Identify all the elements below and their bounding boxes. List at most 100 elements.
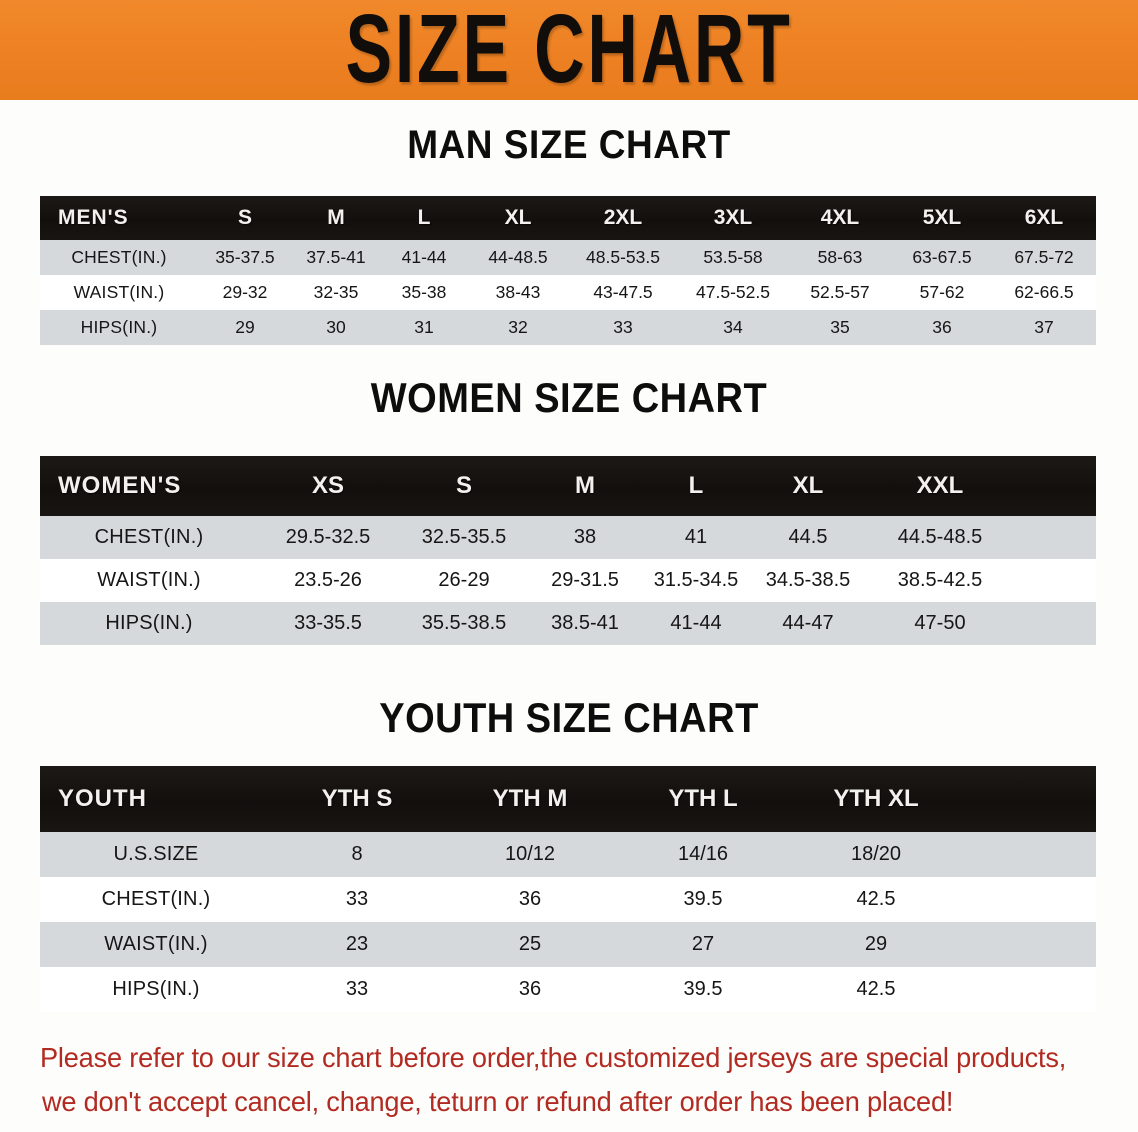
men-table-header-row: MEN'S S M L XL 2XL 3XL 4XL 5XL 6XL <box>40 196 1096 240</box>
youth-cell: 23 <box>345 933 369 955</box>
table-row: WAIST(IN.) 23 25 27 29 <box>40 922 1096 967</box>
men-cell: 53.5-58 <box>703 247 763 267</box>
women-column-header: XS <box>311 472 344 499</box>
youth-corner-label: YOUTH <box>58 785 147 812</box>
women-cell: 41 <box>684 526 708 548</box>
men-corner-label: MEN'S <box>58 206 129 229</box>
disclaimer: Please refer to our size chart before or… <box>40 1036 1068 1124</box>
men-cell: 63-67.5 <box>912 247 972 267</box>
men-row-label: CHEST(IN.) <box>71 247 167 267</box>
men-cell: 35-37.5 <box>215 247 275 267</box>
men-column-header: S <box>237 206 252 229</box>
youth-section-title: YOUTH SIZE CHART <box>379 695 759 743</box>
women-cell-spacer <box>1016 559 1096 602</box>
women-corner-label: WOMEN'S <box>58 472 182 499</box>
men-cell: 29-32 <box>222 282 268 302</box>
youth-cell: 33 <box>345 978 369 1000</box>
youth-cell: 25 <box>518 933 542 955</box>
men-column-header: 3XL <box>713 206 753 229</box>
youth-table-header-row: YOUTH YTH S YTH M YTH L YTH XL <box>40 766 1096 832</box>
table-row: HIPS(IN.) 33 36 39.5 42.5 <box>40 967 1096 1012</box>
women-cell: 44.5 <box>788 526 828 548</box>
men-cell: 36 <box>932 317 952 337</box>
women-cell: 29-31.5 <box>551 569 619 591</box>
men-cell: 44-48.5 <box>488 247 548 267</box>
men-table-body: MEN'S S M L XL 2XL 3XL 4XL 5XL 6XL CHEST(IN.) 35-37… <box>40 196 1096 345</box>
youth-cell: 18/20 <box>850 843 902 865</box>
men-cell: 37 <box>1034 317 1054 337</box>
men-cell: 35 <box>830 317 850 337</box>
youth-cell: 33 <box>345 888 369 910</box>
disclaimer-line-2: we don't accept cancel, change, teturn o… <box>41 1086 954 1117</box>
youth-cell: 39.5 <box>683 888 723 910</box>
table-row: CHEST(IN.) 33 36 39.5 42.5 <box>40 877 1096 922</box>
youth-column-header: YTH XL <box>833 785 919 812</box>
youth-column-header: YTH L <box>668 785 738 812</box>
women-cell: 23.5-26 <box>294 569 362 591</box>
men-cell: 32-35 <box>313 282 359 302</box>
men-cell: 52.5-57 <box>810 282 870 302</box>
youth-column-header: YTH M <box>492 785 568 812</box>
men-cell: 67.5-72 <box>1014 247 1074 267</box>
women-column-header: S <box>455 472 472 499</box>
disclaimer-line-1: Please refer to our size chart before or… <box>40 1042 1067 1073</box>
youth-cell: 36 <box>518 888 542 910</box>
women-row-label: HIPS(IN.) <box>105 612 193 634</box>
women-cell: 38 <box>573 526 597 548</box>
table-row: U.S.SIZE 8 10/12 14/16 18/20 <box>40 832 1096 877</box>
women-cell: 32.5-35.5 <box>421 526 507 548</box>
women-cell: 44.5-48.5 <box>897 526 983 548</box>
banner-title: SIZE CHART <box>345 0 793 104</box>
men-column-header: 2XL <box>603 206 643 229</box>
youth-row-label: CHEST(IN.) <box>101 888 211 910</box>
youth-cell: 42.5 <box>856 888 896 910</box>
women-cell: 41-44 <box>670 612 722 634</box>
women-header-spacer <box>1016 456 1096 516</box>
youth-cell: 8 <box>351 843 363 865</box>
youth-row-label: WAIST(IN.) <box>104 933 208 955</box>
men-column-header: L <box>417 206 431 229</box>
youth-cell-spacer <box>964 967 1096 1012</box>
women-cell: 38.5-42.5 <box>897 569 983 591</box>
women-table-header-row: WOMEN'S XS S M L XL XXL <box>40 456 1096 516</box>
youth-column-header: YTH S <box>321 785 393 812</box>
women-size-table: WOMEN'S XS S M L XL XXL CHEST(IN.) 29.5-32.5 32.5… <box>40 456 1096 645</box>
youth-cell: 10/12 <box>504 843 556 865</box>
table-row: CHEST(IN.) 29.5-32.5 32.5-35.5 38 41 44.5 44.5… <box>40 516 1096 559</box>
men-cell: 37.5-41 <box>306 247 366 267</box>
men-column-header: 4XL <box>820 206 860 229</box>
men-column-header: XL <box>504 206 532 229</box>
youth-row-label: U.S.SIZE <box>113 843 199 865</box>
women-cell-spacer <box>1016 602 1096 645</box>
women-column-header: XXL <box>916 472 964 499</box>
table-row: HIPS(IN.) 29 30 31 32 33 34 35 36 37 <box>40 310 1096 345</box>
youth-size-table: YOUTH YTH S YTH M YTH L YTH XL U.S.SIZE 8 10/12… <box>40 766 1096 1012</box>
women-cell: 26-29 <box>438 569 490 591</box>
women-cell: 38.5-41 <box>551 612 619 634</box>
table-row: CHEST(IN.) 35-37.5 37.5-41 41-44 44-48.5 48.5… <box>40 240 1096 275</box>
men-cell: 58-63 <box>817 247 863 267</box>
women-cell: 33-35.5 <box>294 612 362 634</box>
men-cell: 48.5-53.5 <box>586 247 660 267</box>
men-cell: 43-47.5 <box>593 282 653 302</box>
men-cell: 32 <box>508 317 528 337</box>
youth-cell-spacer <box>964 922 1096 967</box>
men-cell: 34 <box>723 317 743 337</box>
men-cell: 57-62 <box>919 282 965 302</box>
men-cell: 62-66.5 <box>1014 282 1074 302</box>
banner: SIZE CHART <box>0 0 1138 100</box>
women-row-label: CHEST(IN.) <box>94 526 204 548</box>
youth-cell: 29 <box>864 933 888 955</box>
men-column-header: M <box>327 206 345 229</box>
men-column-header: 6XL <box>1024 206 1064 229</box>
women-cell-spacer <box>1016 516 1096 559</box>
men-cell: 30 <box>326 317 346 337</box>
women-cell: 44-47 <box>782 612 834 634</box>
men-cell: 33 <box>613 317 633 337</box>
youth-cell-spacer <box>964 877 1096 922</box>
men-cell: 41-44 <box>401 247 447 267</box>
man-section-title: MAN SIZE CHART <box>407 122 731 167</box>
women-column-header: L <box>688 472 704 499</box>
men-row-label: WAIST(IN.) <box>73 282 165 302</box>
